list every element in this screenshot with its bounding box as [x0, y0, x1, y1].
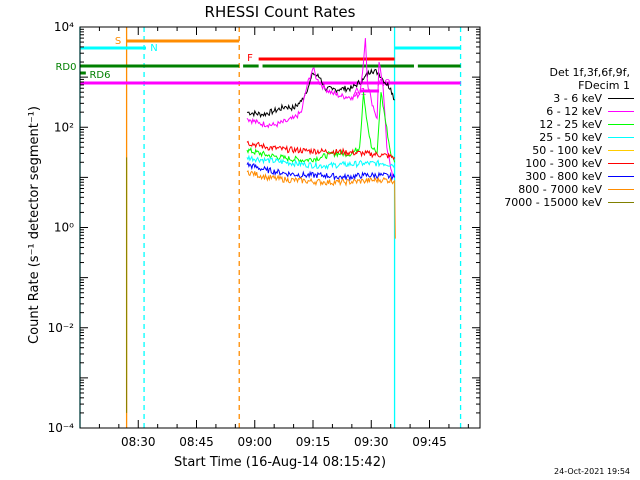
flag-label-n: N	[150, 43, 157, 54]
x-tick-label: 08:30	[121, 435, 156, 449]
legend-entry-label: 100 - 300 keV	[525, 157, 602, 170]
flag-label-rd6: RD6	[89, 70, 110, 81]
legend-swatch	[608, 111, 634, 112]
plot-frame	[79, 26, 481, 429]
legend-swatch	[608, 124, 634, 125]
legend-swatch	[608, 176, 634, 177]
legend-swatch	[608, 189, 634, 190]
flag-label-f: F	[247, 53, 253, 64]
x-tick-label: 09:30	[354, 435, 389, 449]
y-axis-label: Count Rate (s⁻¹ detector segment⁻¹)	[27, 106, 42, 344]
x-axis-label: Start Time (16-Aug-14 08:15:42)	[174, 455, 386, 470]
legend-entry-label: 25 - 50 keV	[539, 131, 602, 144]
series-line	[246, 154, 396, 171]
series-line	[246, 170, 396, 239]
y-tick-label: 10²	[54, 120, 74, 134]
legend-header-line-2: FDecim 1	[578, 79, 630, 92]
series-line	[246, 67, 395, 119]
legend-entry: 100 - 300 keV	[484, 157, 634, 170]
legend-header-line-1: Det 1f,3f,6f,9f,	[549, 66, 630, 79]
flag-label-s: S	[115, 36, 121, 47]
legend-swatch	[608, 163, 634, 164]
legend-entry-label: 6 - 12 keV	[546, 105, 602, 118]
legend-entry: 6 - 12 keV	[484, 105, 634, 118]
y-tick-label: 10⁻⁴	[48, 421, 75, 435]
flag-label-rd0: RD0	[55, 62, 76, 73]
legend-entry: 50 - 100 keV	[484, 144, 634, 157]
legend-entry-label: 3 - 6 keV	[553, 92, 602, 105]
legend-entry: 3 - 6 keV	[484, 92, 634, 105]
y-tick-label: 10⁻²	[48, 321, 75, 335]
legend-entry-label: 7000 - 15000 keV	[504, 196, 602, 209]
legend-entry-label: 50 - 100 keV	[532, 144, 602, 157]
series-line	[246, 161, 396, 182]
legend-entry: 12 - 25 keV	[484, 118, 634, 131]
series-line	[246, 140, 396, 161]
legend-entries: 3 - 6 keV 6 - 12 keV 12 - 25 keV 25 - 50 ke…	[484, 92, 634, 209]
x-tick-label: 09:45	[412, 435, 447, 449]
chart-title: RHESSI Count Rates	[205, 3, 356, 21]
legend-swatch	[608, 137, 634, 138]
legend-swatch	[608, 98, 634, 99]
legend-swatch	[608, 202, 634, 203]
legend-entry: 7000 - 15000 keV	[484, 196, 634, 209]
legend-entry-label: 800 - 7000 keV	[518, 183, 602, 196]
y-tick-label: 10⁴	[54, 20, 74, 34]
legend-entry-label: 12 - 25 keV	[539, 118, 602, 131]
x-tick-label: 09:15	[296, 435, 331, 449]
legend-entry: 800 - 7000 keV	[484, 183, 634, 196]
legend-entry: 25 - 50 keV	[484, 131, 634, 144]
legend-entry: 300 - 800 keV	[484, 170, 634, 183]
series-line	[246, 38, 395, 178]
series-line	[246, 92, 396, 164]
series-lines	[126, 38, 396, 413]
generated-timestamp: 24-Oct-2021 19:54	[554, 467, 630, 476]
legend-entry-label: 300 - 800 keV	[525, 170, 602, 183]
legend: Det 1f,3f,6f,9f, FDecim 1 3 - 6 keV 6 - 1…	[484, 66, 634, 209]
x-tick-label: 09:00	[237, 435, 272, 449]
plot-axes: 10⁻⁴ 10⁻² 10⁰ 10² 10⁴ 08:30 08:45 09:00 09:15 09:…	[48, 20, 481, 449]
y-tick-label: 10⁰	[54, 221, 74, 235]
vertical-marker-lines	[79, 27, 462, 428]
legend-swatch	[608, 150, 634, 151]
x-tick-label: 08:45	[179, 435, 214, 449]
